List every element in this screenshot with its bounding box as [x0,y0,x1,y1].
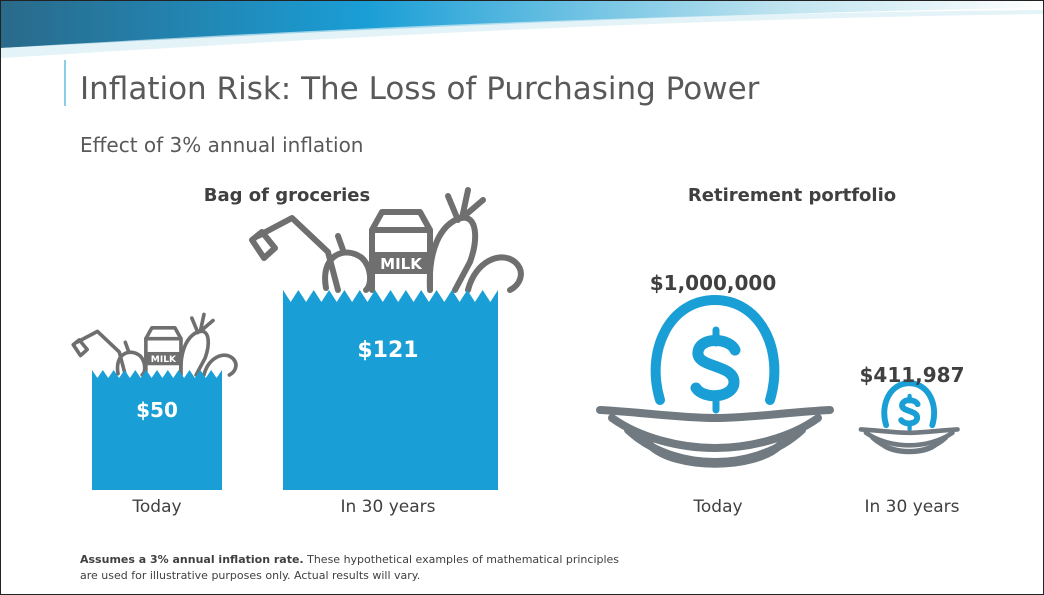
value: $121 [357,338,418,363]
value: $1,000,000 [650,271,777,295]
footnote-text: These hypothetical examples of mathemati… [306,553,619,566]
caption: Today [692,497,742,517]
milk-text: MILK [151,355,177,365]
grocery-bag [283,290,498,490]
value: $411,987 [859,363,964,387]
milk-text: MILK [380,255,423,273]
caption: In 30 years [864,497,959,517]
caption: Today [131,497,181,517]
section-heading: Retirement portfolio [688,185,896,206]
footnote: are used for illustrative purposes only.… [80,569,420,582]
subtitle: Effect of 3% annual inflation [80,133,364,157]
title: Inflation Risk: The Loss of Purchasing P… [80,71,760,107]
section-heading: Bag of groceries [204,185,370,206]
page: Inflation Risk: The Loss of Purchasing P… [0,0,1044,595]
footnote-bold: Assumes a 3% annual inflation rate. [80,553,304,566]
grocery-bag [92,370,222,490]
value: $50 [136,398,178,422]
slide: Inflation Risk: The Loss of Purchasing P… [0,0,1044,595]
caption: In 30 years [340,497,435,517]
footnote: Assumes a 3% annual inflation rate. Thes… [80,553,619,566]
